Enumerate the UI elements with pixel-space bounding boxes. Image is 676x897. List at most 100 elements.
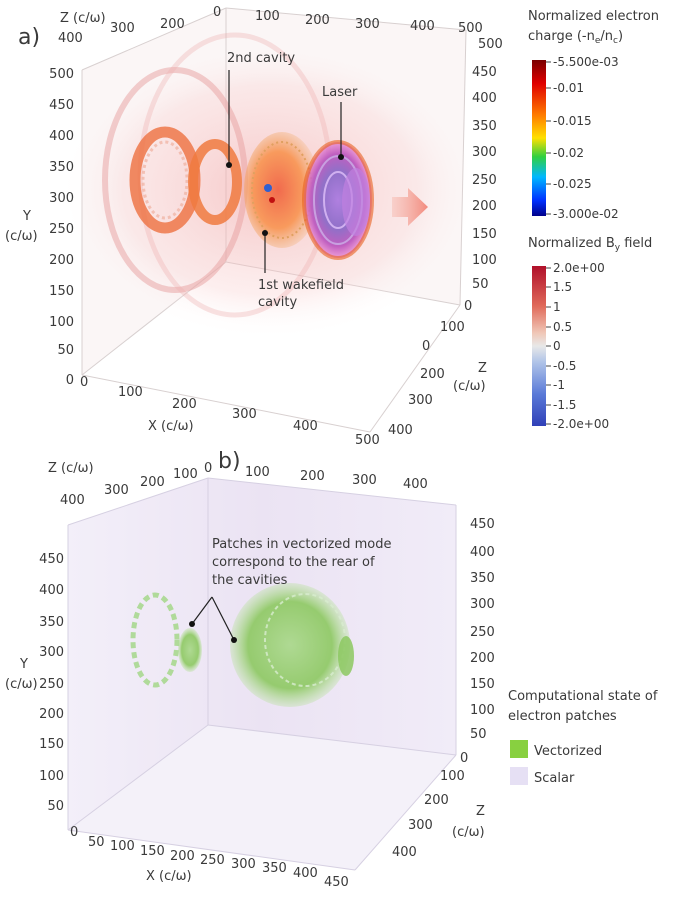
charge-colorbar-tick: -0.01 xyxy=(553,81,584,95)
a-bottom-x-tick: 200 xyxy=(172,397,197,412)
laser-edge xyxy=(302,140,374,260)
a-bottom-x-tick: 300 xyxy=(232,407,257,422)
b-left-y-tick: 450 xyxy=(39,552,64,567)
propagation-arrow xyxy=(392,188,428,226)
a-left-y-tick: 200 xyxy=(49,253,74,268)
by-colorbar-tick: 1 xyxy=(553,300,561,314)
b-y-title-2: (c/ω) xyxy=(5,677,38,692)
annotation-2nd-cavity-text: 2nd cavity xyxy=(227,51,295,66)
a-bottom-x-tick: 100 xyxy=(118,385,143,400)
b-top-z-tick: 300 xyxy=(104,483,129,498)
by-colorbar-tick: -1 xyxy=(553,378,565,392)
b-right-y-tick: 400 xyxy=(470,545,495,560)
b-bottom-x-tick: 450 xyxy=(324,875,349,890)
charge-colorbar-tick: -0.015 xyxy=(553,114,592,128)
a-top-x-tick: 300 xyxy=(355,17,380,32)
a-left-y-tick: 400 xyxy=(49,129,74,144)
a-right-z-label-1: Z xyxy=(478,361,487,376)
cavity-1-body xyxy=(244,132,320,248)
by-colorbar-bar xyxy=(532,266,546,426)
b-right-y-tick: 150 xyxy=(470,677,495,692)
charge-colorbar-title-2: charge (-ne/nc) xyxy=(528,29,623,46)
b-top-x-tick: 300 xyxy=(352,473,377,488)
a-top-x-tick: 500 xyxy=(458,21,483,36)
a-left-y-tick: 300 xyxy=(49,191,74,206)
a-right-y-tick: 450 xyxy=(472,65,497,80)
b-right-z-label-1: Z xyxy=(476,804,485,819)
a-left-y-tick: 150 xyxy=(49,284,74,299)
vectorized-patches xyxy=(130,583,354,707)
legend-swatch-vectorized xyxy=(510,740,528,758)
vectorized-patch-front xyxy=(338,636,354,676)
a-right-y-tick: 100 xyxy=(472,253,497,268)
a-left-y-tick: 250 xyxy=(49,222,74,237)
a-right-z-tick: 100 xyxy=(440,320,465,335)
b-corner-zero: 0 xyxy=(70,825,78,840)
panel-b: b) Patc xyxy=(5,449,658,890)
b-right-y-tick: 50 xyxy=(470,727,487,742)
b-left-y-tick: 50 xyxy=(47,799,64,814)
charge-colorbar-title-1: Normalized electron xyxy=(528,9,659,24)
a-top-z-tick: 200 xyxy=(160,17,185,32)
annotation-vectorized-line3: the cavities xyxy=(212,573,288,588)
a-top-z-tick: 0 xyxy=(213,5,221,20)
charge-colorbar-bar xyxy=(532,60,546,216)
a-left-y-tick: 500 xyxy=(49,67,74,82)
by-colorbar-tick: -2.0e+00 xyxy=(553,417,609,431)
by-colorbar-tick: -1.5 xyxy=(553,398,576,412)
cavity-1-red-spot xyxy=(269,197,275,203)
annotation-vectorized-line2: correspond to the rear of xyxy=(212,555,375,570)
a-left-y-tick: 350 xyxy=(49,160,74,175)
b-right-z-tick: 400 xyxy=(392,845,417,860)
a-right-y-tick: 50 xyxy=(472,277,489,292)
a-left-y-tick: 50 xyxy=(57,343,74,358)
b-right-y-tick: 200 xyxy=(470,651,495,666)
b-left-y-tick: 100 xyxy=(39,769,64,784)
b-bottom-x-ticks: 50 100 150 200 250 300 350 400 450 xyxy=(88,835,349,890)
b-right-y-tick: 250 xyxy=(470,625,495,640)
by-colorbar-title: Normalized By field xyxy=(528,236,652,253)
panel-a: a) xyxy=(5,5,659,448)
by-colorbar-tick: 1.5 xyxy=(553,280,572,294)
a-right-y-tick: 0 xyxy=(464,299,472,314)
b-bottom-x-tick: 300 xyxy=(231,857,256,872)
a-top-x-tick: 400 xyxy=(410,19,435,34)
a-bottom-x-tick: 500 xyxy=(355,433,380,448)
b-right-y-tick: 350 xyxy=(470,571,495,586)
a-right-y-ticks: 450 400 350 300 250 200 150 100 50 0 xyxy=(464,65,497,314)
annotation-1st-cavity-line2: cavity xyxy=(258,295,298,310)
a-right-z-tick: 400 xyxy=(388,423,413,438)
b-right-z-tick: 200 xyxy=(424,793,449,808)
b-right-y-tick: 0 xyxy=(460,751,468,766)
b-left-y-tick: 200 xyxy=(39,707,64,722)
a-y-title-1: Y xyxy=(22,209,31,224)
b-top-z-ticks: 400 300 200 100 0 xyxy=(60,461,212,508)
a-left-y-tick: 100 xyxy=(49,315,74,330)
legend-title-1: Computational state of xyxy=(508,689,658,704)
a-top-z-tick: 400 xyxy=(58,31,83,46)
a-right-z-tick: 200 xyxy=(420,367,445,382)
a-left-y-tick: 450 xyxy=(49,98,74,113)
b-top-z-label: Z (c/ω) xyxy=(48,461,94,476)
annotation-laser: Laser xyxy=(322,85,358,160)
b-left-y-tick: 400 xyxy=(39,583,64,598)
b-top-z-tick: 100 xyxy=(173,467,198,482)
b-right-z-ticks: 100 200 300 400 xyxy=(392,769,465,860)
a-right-z-tick: 0 xyxy=(422,339,430,354)
legend-swatch-scalar xyxy=(510,767,528,785)
annotation-vectorized-line1: Patches in vectorized mode xyxy=(212,537,392,552)
a-right-y-tick: 200 xyxy=(472,199,497,214)
by-colorbar-tick: 0.5 xyxy=(553,320,572,334)
b-bottom-x-tick: 150 xyxy=(140,844,165,859)
b-right-z-tick: 300 xyxy=(408,818,433,833)
charge-colorbar: Normalized electron charge (-ne/nc) -5.5… xyxy=(528,9,659,221)
annotation-1st-cavity-line1: 1st wakefield xyxy=(258,278,344,293)
a-bottom-x-tick: 400 xyxy=(293,419,318,434)
annotation-vectorized: Patches in vectorized mode correspond to… xyxy=(189,537,392,643)
b-bottom-x-label: X (c/ω) xyxy=(146,869,192,884)
laser-front xyxy=(342,168,370,236)
a-top-z-label: Z (c/ω) xyxy=(60,11,106,26)
b-top-x-tick: 400 xyxy=(403,477,428,492)
a-bottom-x-label: X (c/ω) xyxy=(148,419,194,434)
